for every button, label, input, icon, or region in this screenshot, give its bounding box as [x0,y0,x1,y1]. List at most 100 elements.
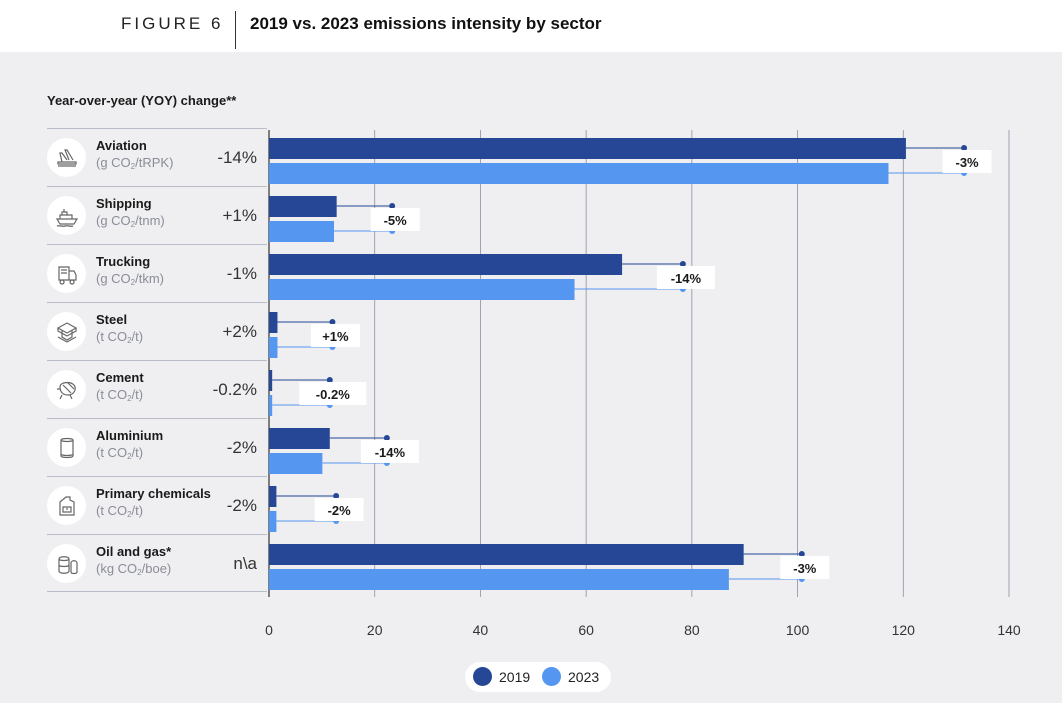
bar-2023 [269,221,335,242]
chemical-jug-icon [47,486,86,525]
callout-dot-2019 [679,261,686,267]
sector-unit: (t CO2/t) [96,445,144,461]
legend-item-2019: 2019 [473,667,530,686]
change-label-box [360,440,419,463]
callout-dot-2019 [383,435,390,441]
change-label: -2% [328,503,352,518]
legend-swatch-2019 [473,667,492,686]
x-tick-label: 40 [473,622,489,638]
bar-2019 [269,486,277,507]
figure-title: 2019 vs. 2023 emissions intensity by sec… [250,14,602,33]
sector-unit: (t CO2/t) [96,387,144,403]
sector-name: Cement [96,370,144,385]
callout-dot-2019 [329,319,336,325]
figure-header: FIGURE 6 2019 vs. 2023 emissions intensi… [0,0,1062,52]
yoy-value: +2% [222,322,258,341]
airplane-icon [47,138,86,177]
cement-mixer-icon [47,370,86,409]
sector-unit: (t CO2/t) [96,503,144,519]
legend-label-2019: 2019 [499,668,531,685]
sector-unit: (kg CO2/boe) [96,561,172,577]
sector-name: Steel [96,312,128,327]
bar-2023 [269,279,575,300]
sector-unit: (g CO2/tkm) [96,271,165,287]
legend-item-2023: 2023 [542,667,599,686]
sector-name: Oil and gas* [96,544,172,559]
yoy-value: +1% [222,206,258,225]
x-tick-label: 140 [997,622,1021,638]
sector-row: Primary chemicals (t CO2/t) -2% [47,476,267,534]
change-label-box [780,556,830,579]
sector-row: Shipping (g CO2/tnm) +1% [47,186,267,244]
x-tick-label: 120 [892,622,916,638]
change-label-box [310,324,360,347]
sector-row: Aviation (g CO2/tRPK) -14% [47,128,267,186]
change-label: -5% [384,213,408,228]
ship-icon [47,196,86,235]
sector-row: Aluminium (t CO2/t) -2% [47,418,267,476]
legend: 2019 2023 [465,662,611,692]
sector-name: Primary chemicals [96,486,211,501]
sector-unit: (t CO2/t) [96,329,144,345]
sector-unit: (g CO2/tRPK) [96,155,174,171]
sector-name: Aluminium [96,428,164,443]
truck-icon [47,254,86,293]
sector-unit: (g CO2/tnm) [96,213,165,229]
legend-swatch-2023 [542,667,561,686]
sector-row: Oil and gas* (kg CO2/boe) n\a [47,534,267,592]
bar-2023 [269,163,889,184]
change-label-box [314,498,364,521]
callout-dot-2019 [961,145,968,151]
x-tick-label: 20 [367,622,383,638]
bar-2019 [269,138,906,159]
sector-name: Shipping [96,196,152,211]
yoy-value: -2% [226,438,257,457]
bar-2023 [269,569,729,590]
change-label: +1% [322,329,349,344]
sector-name: Trucking [96,254,151,269]
sector-row: Cement (t CO2/t) -0.2% [47,360,267,418]
change-label: -3% [956,155,980,170]
header-divider [235,11,236,49]
bar-2023 [269,511,277,532]
change-label-box [656,266,715,289]
figure-label: FIGURE 6 [121,14,224,33]
bar-2023 [269,395,273,416]
yoy-value: -0.2% [212,380,257,399]
bar-2019 [269,312,278,333]
change-label-box [370,208,420,231]
change-label-box [942,150,992,173]
sector-name: Aviation [96,138,147,153]
callout-dot-2019 [326,377,333,383]
bar-2019 [269,254,623,275]
yoy-value: -2% [226,496,257,515]
chart-panel [0,52,1062,703]
callout-dot-2019 [798,551,805,557]
bar-2023 [269,337,278,358]
legend-label-2023: 2023 [568,668,600,685]
callout-dot-2019 [333,493,340,499]
change-label: -0.2% [316,387,350,402]
sector-row: Steel (t CO2/t) +2% [47,302,267,360]
yoy-value: n\a [233,554,257,573]
bar-2019 [269,196,337,217]
x-tick-label: 100 [786,622,810,638]
yoy-title: Year-over-year (YOY) change** [47,93,237,108]
bar-2023 [269,453,323,474]
change-label: -14% [375,445,406,460]
callout-dot-2019 [389,203,396,209]
bar-2019 [269,544,744,565]
x-tick-label: 80 [684,622,700,638]
can-icon [47,428,86,467]
bar-2019 [269,428,330,449]
yoy-value: -14% [217,148,257,167]
bar-2019 [269,370,273,391]
x-tick-label: 0 [265,622,273,638]
change-label-box [299,382,367,405]
yoy-value: -1% [226,264,257,283]
x-tick-label: 60 [578,622,594,638]
oil-barrel-icon [47,544,86,583]
change-label: -3% [793,561,817,576]
sector-row: Trucking (g CO2/tkm) -1% [47,244,267,302]
